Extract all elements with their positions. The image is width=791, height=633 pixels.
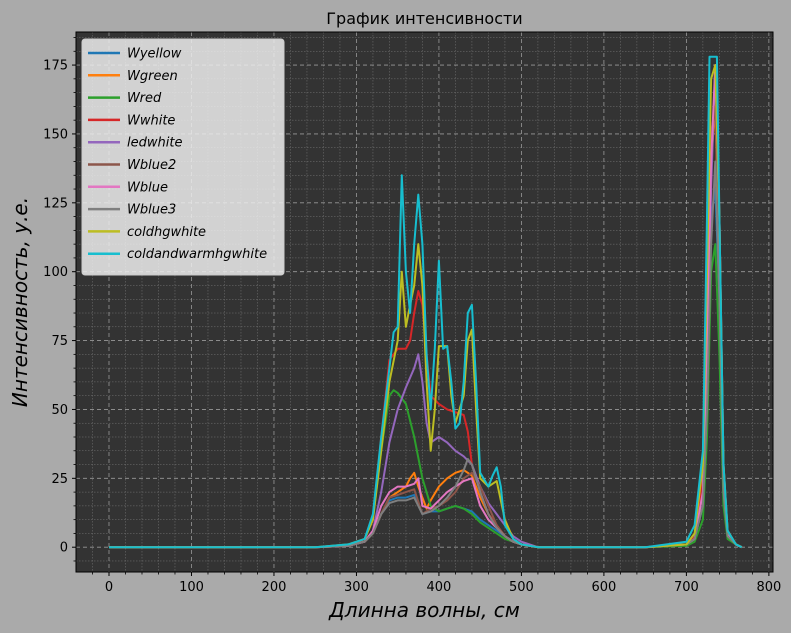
legend-label: Wblue3 — [127, 203, 176, 218]
legend-label: ledwhite — [127, 136, 182, 151]
legend-label: Wred — [127, 91, 162, 106]
series-line-coldandwarmhgwhite — [109, 55, 743, 549]
x-axis: 0 100 200 300 400 500 600 700 800 — [92, 572, 781, 595]
y-tick-label: 125 — [43, 196, 68, 211]
chart-title: График интенсивности — [326, 9, 522, 28]
series-line-Wblue — [109, 64, 743, 549]
y-tick-label: 50 — [51, 403, 68, 418]
y-tick-label: 0 — [60, 541, 68, 556]
x-tick-label: 800 — [756, 580, 781, 595]
legend-label: Wblue — [127, 180, 168, 195]
legend: Wyellow Wgreen Wred Wwhite ledwhite Wblue2 Wbl… — [81, 38, 285, 276]
legend-label: coldhgwhite — [127, 225, 206, 240]
x-axis-label: Длинна волны, см — [328, 598, 520, 622]
legend-box — [81, 38, 285, 276]
x-tick-label: 300 — [344, 580, 369, 595]
x-tick-label: 500 — [509, 580, 534, 595]
y-tick-label: 75 — [51, 334, 68, 349]
major-grid — [76, 32, 773, 572]
x-tick-label: 700 — [674, 580, 699, 595]
y-axis-label: Интенсивность, у.е. — [8, 197, 32, 407]
y-tick-label: 150 — [43, 127, 68, 142]
series-line-Wblue3 — [109, 160, 743, 549]
y-tick-label: 100 — [43, 265, 68, 280]
legend-label: Wblue2 — [127, 158, 176, 173]
x-tick-label: 0 — [105, 580, 113, 595]
x-tick-label: 100 — [179, 580, 204, 595]
x-tick-label: 400 — [427, 580, 452, 595]
y-tick-label: 25 — [51, 472, 68, 487]
x-tick-label: 200 — [262, 580, 287, 595]
y-axis: 0 25 50 75 100 125 150 175 — [43, 37, 76, 562]
series-lines — [109, 55, 743, 549]
legend-label: Wyellow — [127, 47, 182, 62]
legend-label: Wgreen — [127, 69, 178, 84]
legend-label: coldandwarmhgwhite — [127, 247, 267, 262]
x-tick-label: 600 — [591, 580, 616, 595]
plot-frame — [75, 31, 774, 573]
y-tick-label: 175 — [43, 59, 68, 74]
legend-label: Wwhite — [127, 113, 175, 128]
